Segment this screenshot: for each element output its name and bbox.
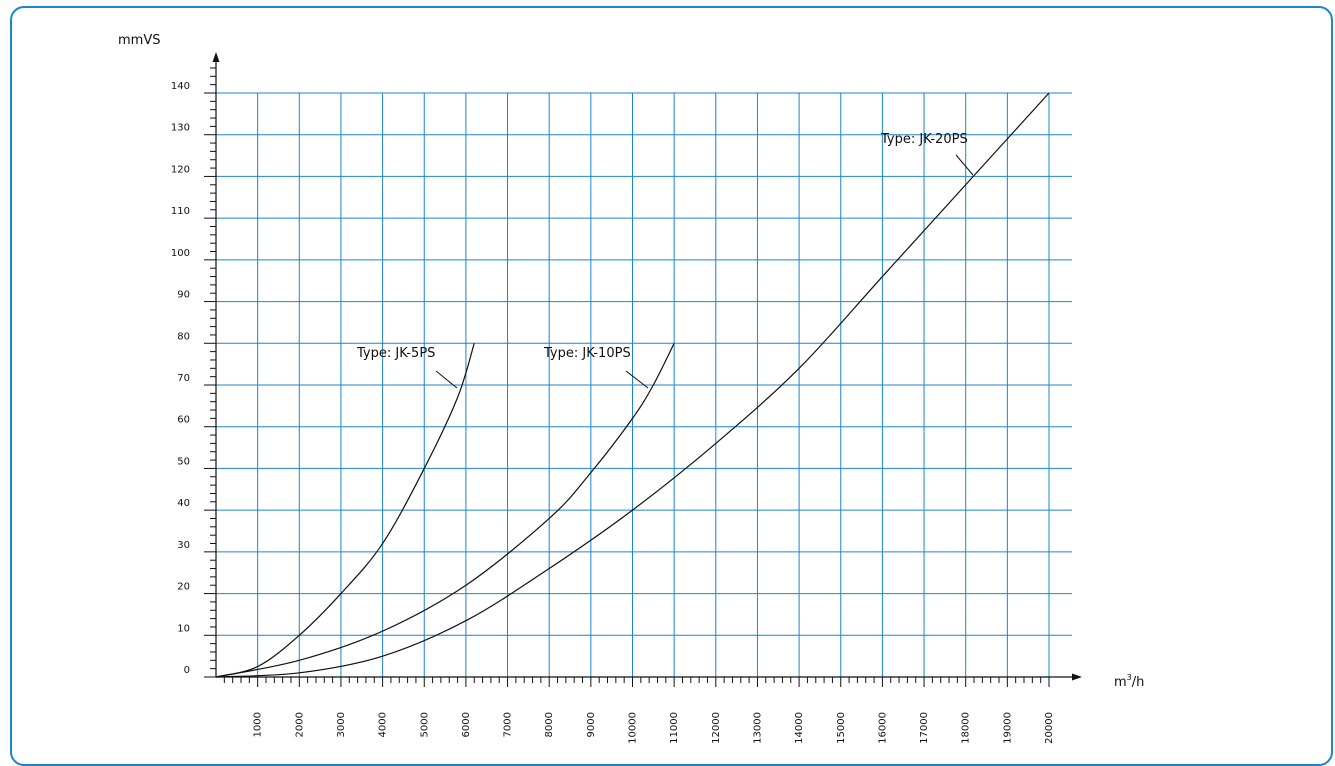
y-tick-label: 120 xyxy=(171,164,190,175)
x-tick-label: 8000 xyxy=(544,712,555,737)
series-line-jk-20ps xyxy=(215,92,1050,678)
series-label-jk-20ps: Type: JK-20PS xyxy=(880,132,968,147)
x-tick-label: 4000 xyxy=(378,712,389,737)
y-tick-label: 0 xyxy=(184,665,190,676)
y-axis-title: mmVS xyxy=(118,33,160,48)
x-axis-title-tail: /h xyxy=(1132,675,1145,690)
x-tick-label: 5000 xyxy=(419,712,430,737)
y-tick-label: 130 xyxy=(171,123,190,134)
series-line-jk-10ps xyxy=(215,343,675,678)
series-label-jk-10ps: Type: JK-10PS xyxy=(543,346,631,361)
y-tick-label: 100 xyxy=(171,248,190,259)
y-tick-label: 20 xyxy=(177,582,190,593)
y-tick-label: 140 xyxy=(171,81,190,92)
x-axis-title-main: m xyxy=(1114,675,1127,690)
x-tick-label: 20000 xyxy=(1044,712,1055,744)
x-tick-label: 9000 xyxy=(586,712,597,737)
y-tick-label: 60 xyxy=(177,415,190,426)
x-tick-label: 12000 xyxy=(711,712,722,744)
y-tick-label: 80 xyxy=(177,331,190,342)
x-tick-label: 14000 xyxy=(794,712,805,744)
y-tick-label: 10 xyxy=(177,623,190,634)
y-tick-label: 90 xyxy=(177,290,190,301)
y-tick-label: 30 xyxy=(177,540,190,551)
x-tick-label: 3000 xyxy=(336,712,347,737)
labels: mmVS m3/h Type: JK-5PS Type: JK-10PS Type:… xyxy=(118,33,1144,690)
series-line-jk-5ps xyxy=(215,343,475,678)
grid xyxy=(216,92,1072,677)
y-tick-label: 40 xyxy=(177,498,190,509)
x-tick-label: 10000 xyxy=(628,712,639,744)
y-tick-label: 70 xyxy=(177,373,190,384)
y-axis-arrow xyxy=(212,52,220,62)
x-tick-label: 13000 xyxy=(752,712,763,744)
x-tick-label: 15000 xyxy=(836,712,847,744)
x-axis-title-sup: 3 xyxy=(1127,673,1132,682)
series-layer xyxy=(215,92,1050,678)
x-axis-arrow xyxy=(1072,673,1082,681)
x-tick-label: 17000 xyxy=(919,712,930,744)
series-leader-jk-5ps xyxy=(435,370,458,389)
series-leader-jk-10ps xyxy=(625,370,649,389)
series-label-jk-5ps: Type: JK-5PS xyxy=(356,346,435,361)
y-tick-label: 110 xyxy=(171,206,190,217)
x-tick-label: 16000 xyxy=(877,712,888,744)
x-tick-label: 19000 xyxy=(1002,712,1013,744)
x-tick-label: 18000 xyxy=(961,712,972,744)
y-tick-label: 50 xyxy=(177,456,190,467)
x-tick-label: 7000 xyxy=(503,712,514,737)
series-leader-jk-20ps xyxy=(955,154,974,176)
x-tick-label: 6000 xyxy=(461,712,472,737)
axes: 0 10 20 30 40 50 60 70 80 90 100 110 120 130 140 1000 20… xyxy=(171,52,1082,744)
x-tick-label: 11000 xyxy=(669,712,680,744)
x-tick-label: 1000 xyxy=(253,712,264,737)
x-axis-title: m3/h xyxy=(1114,673,1144,690)
x-tick-label: 2000 xyxy=(294,712,305,737)
